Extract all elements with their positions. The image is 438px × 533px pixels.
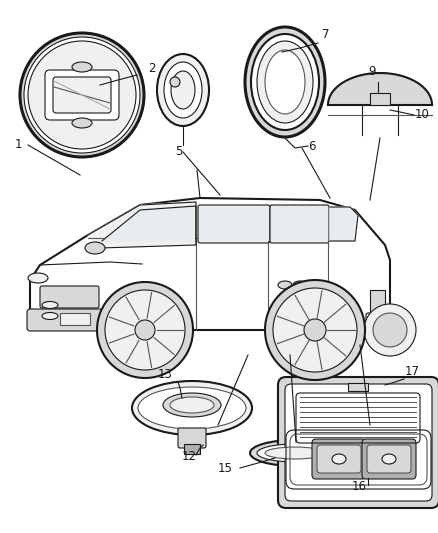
Ellipse shape xyxy=(265,447,325,459)
Ellipse shape xyxy=(257,41,313,123)
FancyBboxPatch shape xyxy=(40,286,99,308)
FancyBboxPatch shape xyxy=(27,309,108,331)
Ellipse shape xyxy=(85,242,105,254)
Text: 17: 17 xyxy=(405,365,420,378)
Ellipse shape xyxy=(332,454,346,464)
FancyBboxPatch shape xyxy=(270,205,329,243)
FancyBboxPatch shape xyxy=(312,439,366,479)
Text: 2: 2 xyxy=(148,62,155,75)
Text: 7: 7 xyxy=(322,28,329,41)
FancyBboxPatch shape xyxy=(367,445,411,473)
FancyBboxPatch shape xyxy=(366,313,390,332)
Bar xyxy=(184,444,200,454)
FancyBboxPatch shape xyxy=(285,384,432,501)
Ellipse shape xyxy=(163,393,221,417)
Bar xyxy=(348,383,368,391)
Ellipse shape xyxy=(373,313,407,347)
FancyBboxPatch shape xyxy=(362,439,416,479)
Ellipse shape xyxy=(164,62,202,118)
Ellipse shape xyxy=(132,381,252,435)
Polygon shape xyxy=(330,207,358,241)
Ellipse shape xyxy=(250,440,340,466)
Ellipse shape xyxy=(157,54,209,126)
Text: 6: 6 xyxy=(308,140,315,153)
Bar xyxy=(370,290,385,315)
FancyBboxPatch shape xyxy=(45,70,119,120)
Ellipse shape xyxy=(170,397,214,413)
FancyBboxPatch shape xyxy=(278,377,438,508)
Ellipse shape xyxy=(265,280,365,380)
FancyBboxPatch shape xyxy=(317,445,361,473)
Text: 1: 1 xyxy=(15,138,22,151)
Ellipse shape xyxy=(278,281,292,289)
Ellipse shape xyxy=(20,33,144,157)
Ellipse shape xyxy=(304,319,326,341)
Bar xyxy=(370,93,390,105)
Text: 16: 16 xyxy=(352,480,367,493)
Ellipse shape xyxy=(293,281,307,289)
Polygon shape xyxy=(328,73,432,105)
Text: 12: 12 xyxy=(182,450,197,463)
Text: 9: 9 xyxy=(368,65,375,78)
Ellipse shape xyxy=(251,34,319,130)
Ellipse shape xyxy=(170,77,180,87)
Ellipse shape xyxy=(105,290,185,370)
Ellipse shape xyxy=(28,41,136,149)
Ellipse shape xyxy=(28,273,48,283)
Bar xyxy=(60,313,90,325)
Ellipse shape xyxy=(257,444,333,462)
Ellipse shape xyxy=(72,62,92,72)
Ellipse shape xyxy=(245,27,325,137)
Ellipse shape xyxy=(265,50,305,114)
Text: 10: 10 xyxy=(415,108,430,121)
Text: 15: 15 xyxy=(218,462,233,475)
Polygon shape xyxy=(88,202,196,248)
FancyBboxPatch shape xyxy=(198,205,270,243)
Text: 13: 13 xyxy=(158,368,173,381)
FancyBboxPatch shape xyxy=(178,428,206,448)
Ellipse shape xyxy=(72,118,92,128)
Ellipse shape xyxy=(135,320,155,340)
Ellipse shape xyxy=(97,282,193,378)
Polygon shape xyxy=(30,198,390,330)
Ellipse shape xyxy=(273,288,357,372)
Ellipse shape xyxy=(171,71,195,109)
FancyBboxPatch shape xyxy=(53,77,111,113)
Ellipse shape xyxy=(364,304,416,356)
Text: 5: 5 xyxy=(175,145,182,158)
Ellipse shape xyxy=(138,387,246,429)
Ellipse shape xyxy=(42,302,58,309)
Ellipse shape xyxy=(382,454,396,464)
Ellipse shape xyxy=(24,37,140,153)
Ellipse shape xyxy=(42,312,58,319)
Polygon shape xyxy=(102,206,196,241)
